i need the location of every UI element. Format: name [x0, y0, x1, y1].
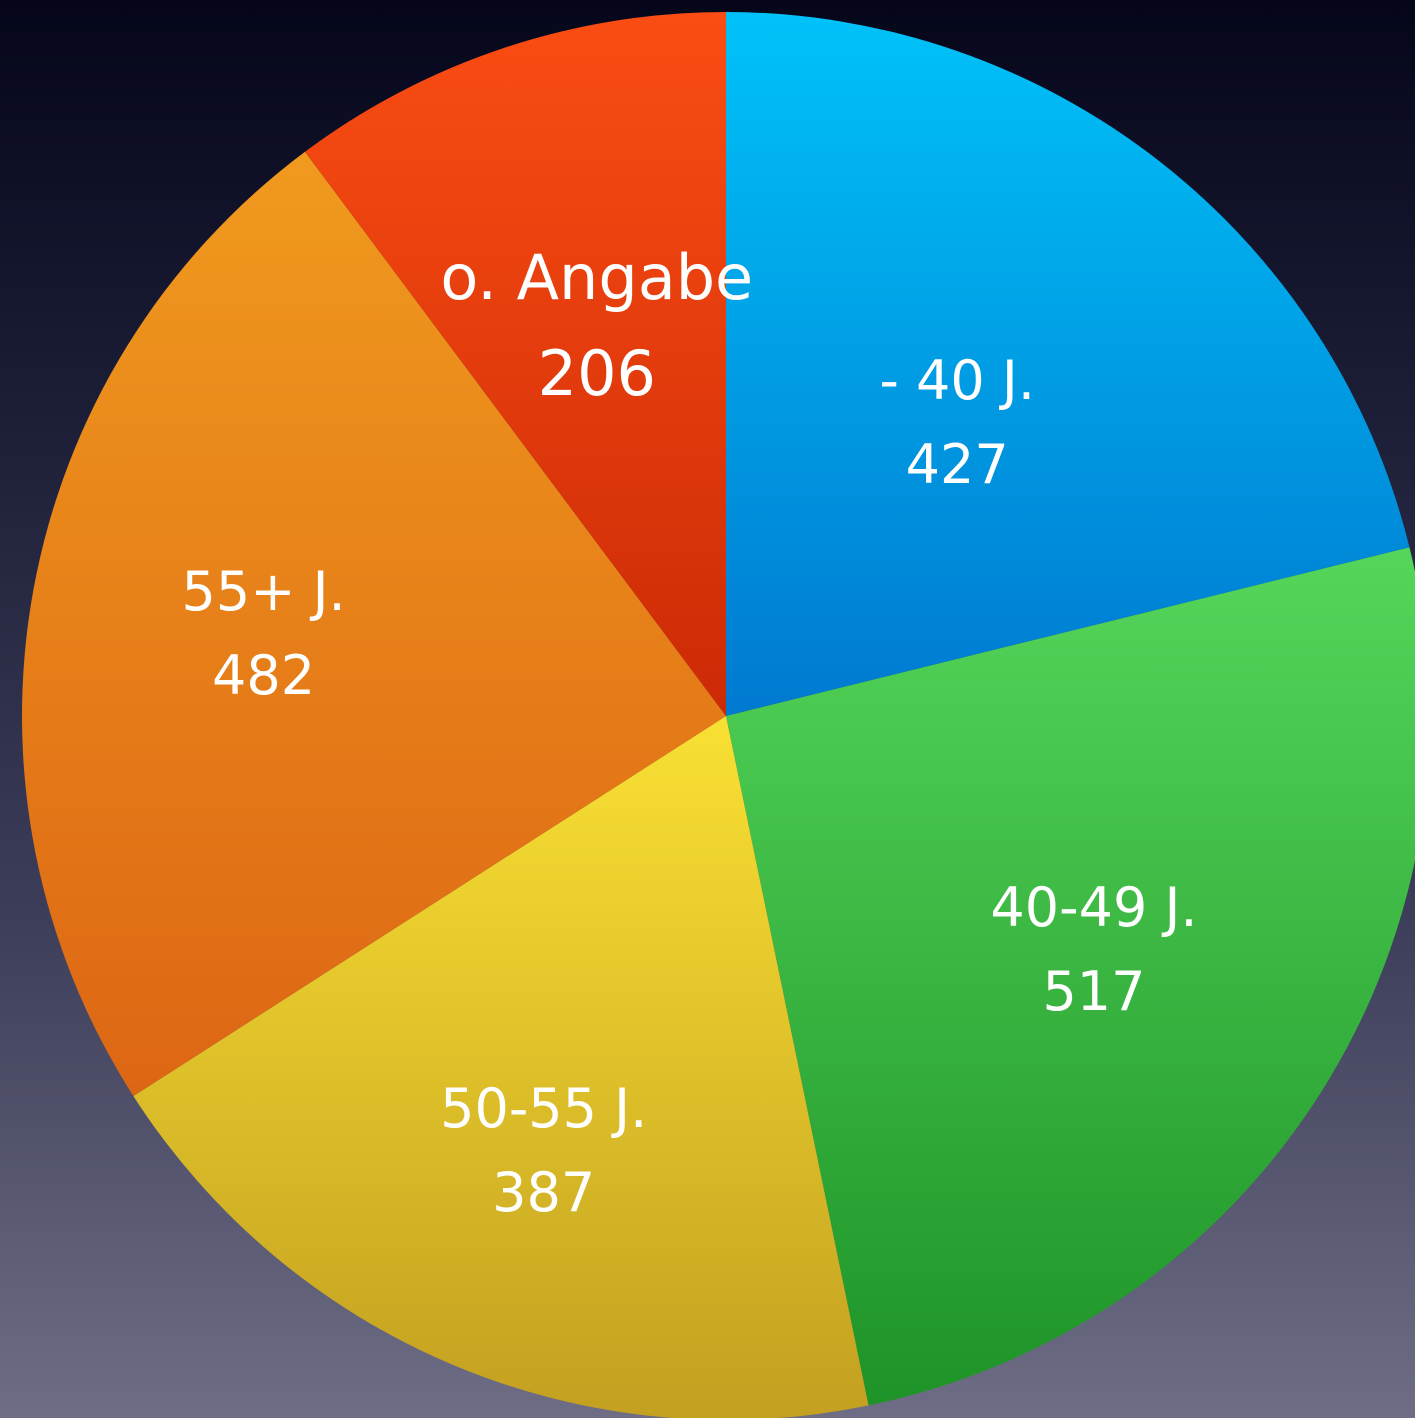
pie-slice [726, 547, 1415, 1406]
slice-category-label: 55+ J. [181, 560, 345, 623]
slice-category-label: - 40 J. [879, 349, 1035, 412]
slice-category-label: o. Angabe [440, 241, 753, 314]
pie-slice [726, 12, 1410, 716]
pie-slice [133, 716, 869, 1418]
slice-value-label: 482 [212, 644, 315, 707]
slice-value-label: 387 [492, 1161, 595, 1224]
slice-value-label: 206 [538, 337, 656, 410]
pie-slice [304, 12, 726, 716]
slice-category-label: 40-49 J. [990, 876, 1197, 939]
pie-labels: - 40 J. 427 40-49 J. 517 50-55 J. 387 55+ J. 48… [181, 241, 1197, 1224]
pie-slices [22, 12, 1415, 1418]
pie-slice [22, 151, 726, 1097]
slice-category-label: 50-55 J. [440, 1077, 647, 1140]
slice-value-label: 517 [1042, 960, 1145, 1023]
slice-value-label: 427 [906, 433, 1009, 496]
